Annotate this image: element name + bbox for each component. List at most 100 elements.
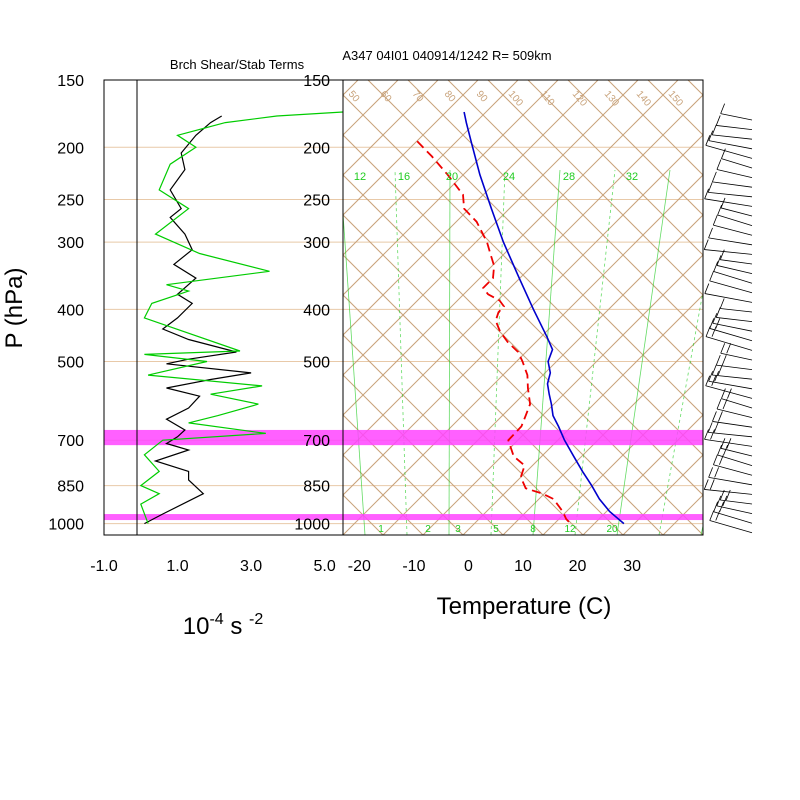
wind-barb-feather — [709, 318, 715, 329]
right-y-tick-label: 850 — [303, 479, 330, 496]
isotherm-line — [0, 80, 238, 535]
wind-barb-feather — [708, 371, 714, 382]
adiabat-line — [0, 80, 223, 535]
wind-barb — [713, 271, 753, 284]
wind-barb — [704, 249, 753, 255]
wind-barb-feather — [711, 171, 717, 182]
adiabat-line — [527, 80, 703, 256]
wind-barb — [708, 380, 753, 390]
mixing-ratio-line — [490, 169, 506, 535]
series-line-1 — [139, 111, 343, 524]
mixing-ratio-line — [448, 169, 451, 535]
wind-barb-feather — [711, 364, 717, 376]
adiabat-line — [343, 174, 703, 535]
wind-barb — [704, 489, 753, 495]
right-x-tick-label: 30 — [623, 558, 641, 575]
left-y-tick-label: 150 — [57, 73, 84, 90]
wind-barb — [720, 207, 753, 217]
isotherm-line — [382, 214, 703, 535]
isotherm-label: 140 — [634, 89, 653, 109]
left-y-tick-labels: 150 200 250 300 400 500 700 850 1000 — [48, 73, 84, 534]
adiabat-line — [343, 534, 344, 535]
wind-barb-feather — [717, 204, 722, 216]
wind-barb-feather — [715, 355, 721, 366]
isotherm-line — [343, 134, 703, 496]
adiabat-line — [343, 334, 544, 535]
wind-barb-feather — [722, 495, 728, 507]
wind-barb-feather — [721, 355, 727, 366]
wind-barb-feather — [719, 454, 724, 465]
isotherm-line — [343, 80, 559, 296]
right-y-tick-labels: 150 200 250 300 400 500 700 850 1000 — [294, 73, 330, 534]
wind-barb-feather — [712, 411, 717, 422]
adiabat-line — [487, 80, 703, 296]
left-x-tick-label: 5.0 — [313, 558, 335, 575]
mixing-ratio-line — [616, 169, 671, 535]
series-line-0 — [463, 111, 625, 525]
wind-barb-feather — [714, 371, 720, 382]
mixing-ratio-bottom-label: 3 — [455, 524, 461, 535]
wind-barb-feather — [714, 467, 720, 478]
right-panel-title: A347 04I01 040914/1242 R= 509km — [342, 48, 551, 63]
wind-barb-feather — [716, 255, 722, 266]
wind-barb-feather — [717, 364, 723, 376]
wind-barb-feather — [709, 479, 715, 490]
left-y-tick-label: 400 — [57, 302, 84, 319]
isotherm-label: 150 — [666, 89, 685, 109]
wind-barb — [709, 520, 753, 534]
wind-barb-feather — [709, 510, 715, 521]
isotherm-line — [343, 174, 703, 535]
wind-barb-feather — [713, 422, 719, 433]
isotherm-label: 100 — [506, 89, 525, 109]
isotherm-line — [622, 454, 703, 535]
adiabat-line — [407, 80, 703, 376]
wind-barb — [705, 385, 753, 399]
left-y-tick-label: 700 — [57, 433, 84, 450]
wind-barb-feather — [719, 298, 725, 309]
wind-barb-feather — [705, 135, 711, 146]
wind-barb — [704, 198, 753, 207]
mixing-ratio-label: 24 — [503, 171, 515, 183]
mixing-ratio-lines — [343, 169, 703, 535]
mixing-ratio-label: 28 — [563, 171, 575, 183]
wind-barb-feather — [703, 239, 709, 250]
right-y-tick-label: 200 — [303, 140, 330, 157]
wind-barb-feather — [717, 444, 722, 456]
mixing-ratio-bottom-label: 12 — [564, 524, 576, 535]
isotherm-line — [662, 494, 703, 535]
wind-barb — [716, 408, 753, 418]
isotherm-line — [343, 80, 519, 256]
left-x-tick-label: 3.0 — [240, 558, 262, 575]
mixing-ratio-line — [700, 523, 703, 535]
mixing-ratio-bottom-label: 20 — [606, 524, 618, 535]
wind-barb-feather — [708, 467, 714, 478]
wind-barb — [708, 432, 753, 438]
wind-barb-feather — [711, 326, 717, 337]
adiabat-line — [768, 80, 800, 535]
adiabat-line — [343, 294, 584, 535]
wind-barb — [716, 125, 753, 130]
left-x-tick-label: -1.0 — [90, 558, 118, 575]
right-x-tick-label: -20 — [348, 558, 371, 575]
left-panel: 150 200 250 300 400 500 700 850 1000 -1.0 1.0 3.0 5… — [48, 73, 344, 575]
left-x-axis-unit-label: 10-4 s -2 — [183, 611, 264, 640]
wind-barb-feather — [726, 438, 732, 449]
wind-barb — [705, 144, 753, 159]
wind-barb — [716, 317, 753, 322]
right-x-axis-label: Temperature (C) — [437, 593, 612, 620]
layer-band — [343, 514, 703, 521]
wind-barb-feather — [718, 411, 723, 422]
right-y-tick-label: 400 — [303, 302, 330, 319]
wind-barb-feather — [704, 283, 710, 294]
wind-barb — [720, 499, 753, 505]
layer-band — [104, 514, 343, 521]
left-y-tick-label: 1000 — [48, 517, 84, 534]
wind-barb-feather — [707, 182, 713, 193]
wind-barb — [716, 169, 753, 178]
wind-barb-feather — [721, 388, 726, 399]
right-y-tick-label: 250 — [303, 192, 330, 209]
wind-barb-feather — [713, 454, 718, 465]
wind-barb — [708, 476, 753, 486]
right-y-tick-label: 300 — [303, 235, 330, 252]
wind-barb-feather — [713, 261, 719, 272]
